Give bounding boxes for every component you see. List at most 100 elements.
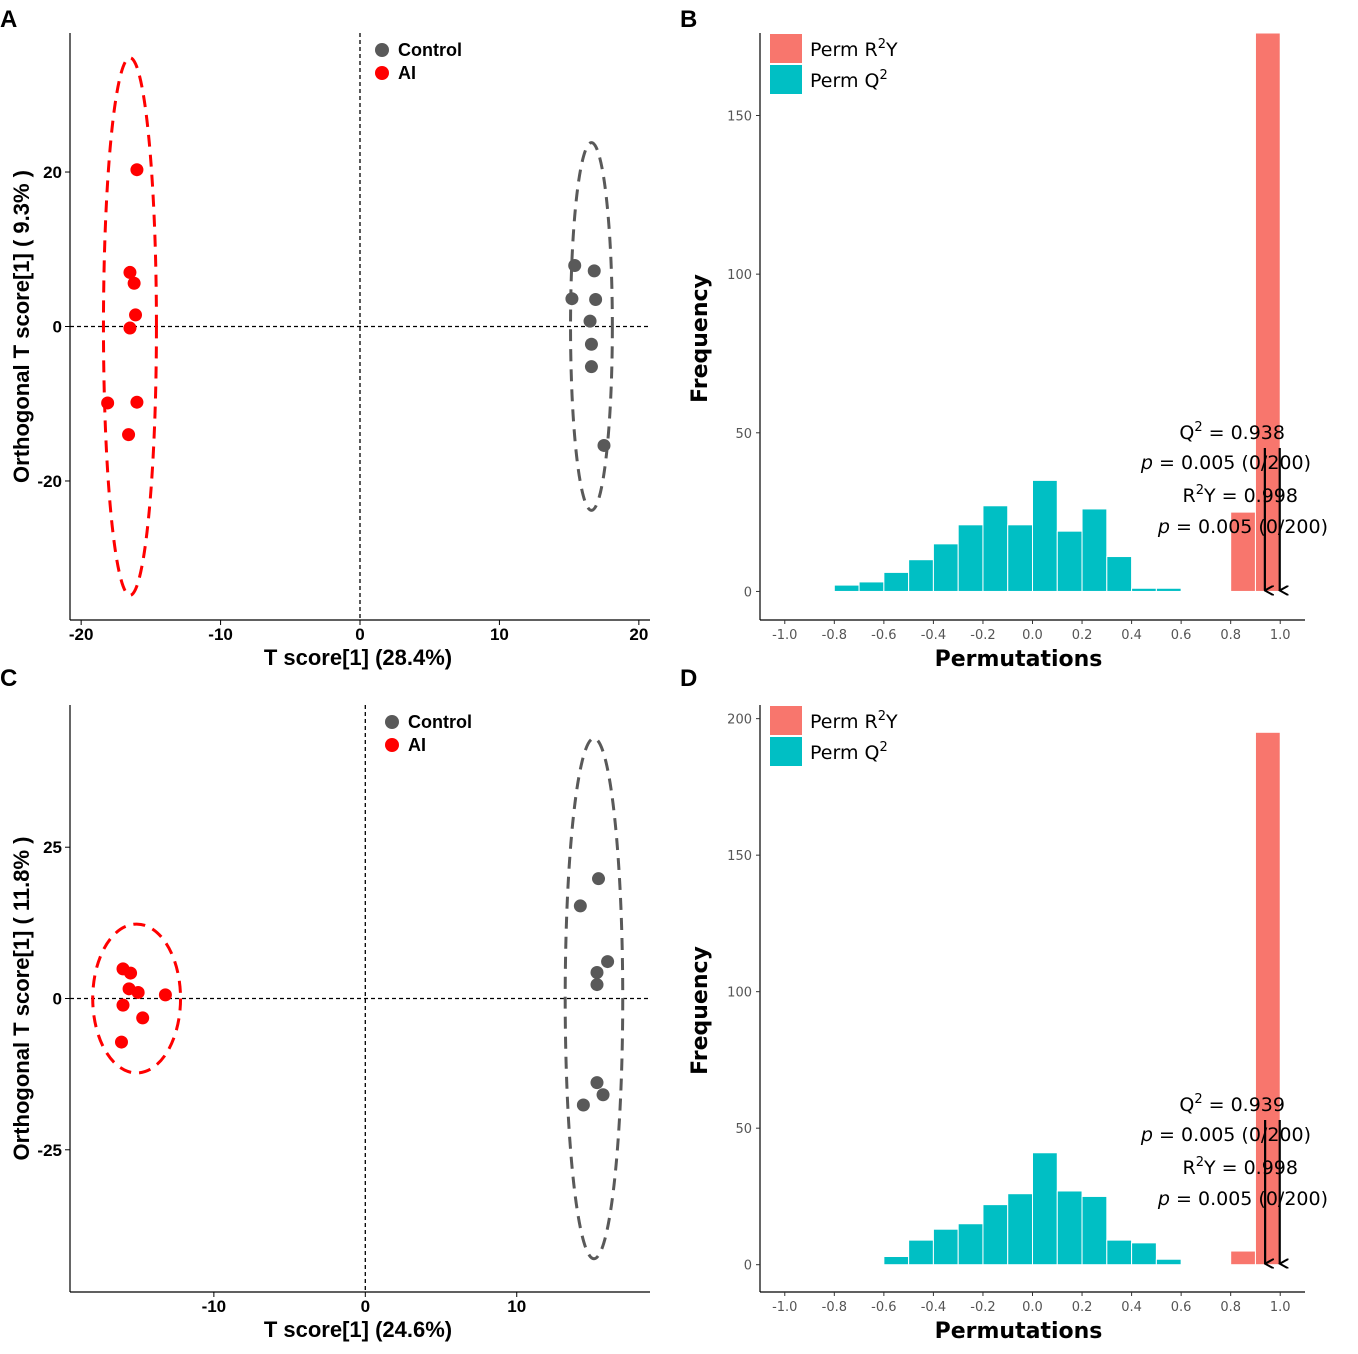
histogram-bar-r2y bbox=[1230, 1250, 1256, 1266]
histogram-bar-q2 bbox=[1106, 556, 1133, 592]
x-tick-label: -20 bbox=[69, 625, 94, 644]
x-tick-label: 1.0 bbox=[1270, 1300, 1291, 1315]
data-point-ai bbox=[123, 265, 137, 279]
histogram-bar-q2 bbox=[883, 571, 910, 592]
x-tick-label: 0.2 bbox=[1072, 1300, 1093, 1315]
histogram-bar-q2 bbox=[1032, 479, 1058, 592]
x-tick-label: 0.0 bbox=[1022, 1300, 1043, 1315]
x-tick-label: -0.4 bbox=[921, 628, 946, 643]
confidence-ellipse-control bbox=[563, 736, 625, 1261]
x-tick-label: 0 bbox=[355, 625, 364, 644]
x-tick-label: -0.4 bbox=[921, 1300, 946, 1315]
data-point-control bbox=[568, 258, 582, 272]
x-tick-label: 10 bbox=[490, 625, 509, 644]
histogram-bar-q2 bbox=[957, 524, 984, 592]
data-point-ai bbox=[130, 163, 144, 177]
legend-label: Control bbox=[398, 40, 462, 60]
legend-marker-ai bbox=[375, 66, 389, 80]
annotation-part: R bbox=[1183, 1157, 1196, 1179]
x-tick-label: -0.2 bbox=[970, 628, 995, 643]
data-point-ai bbox=[124, 966, 138, 980]
legend-label-base: Perm R bbox=[810, 711, 878, 733]
x-tick-label: 0.4 bbox=[1121, 1300, 1142, 1315]
q2-pvalue-annotation: p = 0.005 (0/200) bbox=[1140, 452, 1311, 474]
histogram-bar-r2y bbox=[1230, 511, 1256, 592]
data-point-control bbox=[565, 292, 579, 306]
y-tick-label: -25 bbox=[37, 1141, 62, 1160]
legend-label-base: Perm R bbox=[810, 39, 878, 61]
q2-pvalue-annotation: p = 0.005 (0/200) bbox=[1140, 1124, 1311, 1146]
x-tick-label: -0.2 bbox=[970, 1300, 995, 1315]
histogram-bar-q2 bbox=[1032, 1152, 1058, 1266]
annotation-part: = 0.005 (0/200) bbox=[1170, 516, 1328, 538]
data-point-control bbox=[601, 955, 615, 969]
data-point-control bbox=[587, 264, 601, 278]
x-tick-label: -1.0 bbox=[772, 628, 797, 643]
histogram-bar-q2 bbox=[883, 1256, 910, 1266]
histogram-bar-q2 bbox=[858, 581, 885, 592]
annotation-p-symbol: p bbox=[1140, 452, 1153, 474]
data-point-ai bbox=[101, 396, 115, 410]
legend-label-tail: Y bbox=[885, 711, 898, 733]
x-tick-label: 10 bbox=[507, 1297, 526, 1316]
legend-label-base: Perm Q bbox=[810, 742, 879, 764]
r2y-value-annotation: R2Y = 0.998 bbox=[1183, 483, 1299, 507]
legend-label: Perm Q2 bbox=[810, 740, 888, 764]
legend-label-superscript: 2 bbox=[878, 37, 886, 52]
x-tick-label: -1.0 bbox=[772, 1300, 797, 1315]
x-tick-label: 0.6 bbox=[1171, 1300, 1192, 1315]
x-tick-label: 0 bbox=[361, 1297, 370, 1316]
legend-label-base: Perm Q bbox=[810, 70, 879, 92]
annotation-part: = 0.938 bbox=[1203, 422, 1285, 444]
annotation-part: = 0.939 bbox=[1203, 1094, 1285, 1116]
annotation-part: = 0.005 (0/200) bbox=[1170, 1188, 1328, 1210]
y-axis-title: Frequency bbox=[688, 274, 713, 403]
y-tick-label: 50 bbox=[735, 427, 752, 442]
legend-label-superscript: 2 bbox=[878, 709, 886, 724]
legend-label: AI bbox=[408, 735, 426, 755]
panel-label: D bbox=[680, 665, 697, 692]
histogram-bar-r2y bbox=[1254, 731, 1281, 1266]
annotation-superscript: 2 bbox=[1196, 483, 1204, 498]
annotation-superscript: 2 bbox=[1196, 1155, 1204, 1170]
data-point-control bbox=[590, 978, 604, 992]
panel-label: B bbox=[680, 6, 697, 33]
x-tick-label: 20 bbox=[629, 625, 648, 644]
legend-swatch-q2 bbox=[770, 737, 802, 766]
legend-label: Perm R2Y bbox=[810, 37, 898, 61]
data-point-control bbox=[590, 965, 604, 979]
x-axis-title: T score[1] (28.4%) bbox=[264, 645, 452, 670]
annotation-part: Q bbox=[1179, 422, 1194, 444]
x-tick-label: 0.8 bbox=[1220, 1300, 1241, 1315]
annotation-part: = 0.998 bbox=[1216, 1157, 1298, 1179]
histogram-bar-q2 bbox=[1056, 530, 1083, 592]
legend-label-tail: Y bbox=[885, 39, 898, 61]
annotation-part: Y bbox=[1203, 485, 1216, 507]
panel-label: A bbox=[0, 6, 17, 33]
x-tick-label: -10 bbox=[208, 625, 233, 644]
histogram-bar-q2 bbox=[1056, 1190, 1083, 1266]
histogram-bar-q2 bbox=[932, 1228, 959, 1266]
annotation-part: = 0.005 (0/200) bbox=[1153, 1124, 1311, 1146]
annotation-part: Q bbox=[1179, 1094, 1194, 1116]
data-point-ai bbox=[127, 276, 141, 290]
y-tick-label: 200 bbox=[727, 713, 752, 728]
annotation-superscript: 2 bbox=[1194, 1092, 1202, 1107]
annotation-p-symbol: p bbox=[1140, 1124, 1153, 1146]
histogram-bar-q2 bbox=[1007, 524, 1034, 592]
x-axis-title: Permutations bbox=[935, 1319, 1103, 1344]
y-tick-label: 150 bbox=[727, 849, 752, 864]
confidence-ellipse-control bbox=[569, 141, 614, 512]
data-point-ai bbox=[114, 1035, 128, 1049]
histogram-bar-q2 bbox=[982, 1204, 1009, 1266]
data-point-control bbox=[584, 360, 598, 374]
data-point-ai bbox=[131, 985, 145, 999]
q2-value-annotation: Q2 = 0.938 bbox=[1179, 420, 1285, 444]
data-point-ai bbox=[116, 998, 130, 1012]
y-tick-label: 20 bbox=[43, 163, 62, 182]
histogram-bar-q2 bbox=[908, 1239, 934, 1266]
x-axis-title: T score[1] (24.6%) bbox=[264, 1317, 452, 1342]
confidence-ellipse-ai bbox=[101, 56, 158, 597]
annotation-part: Y bbox=[1203, 1157, 1216, 1179]
